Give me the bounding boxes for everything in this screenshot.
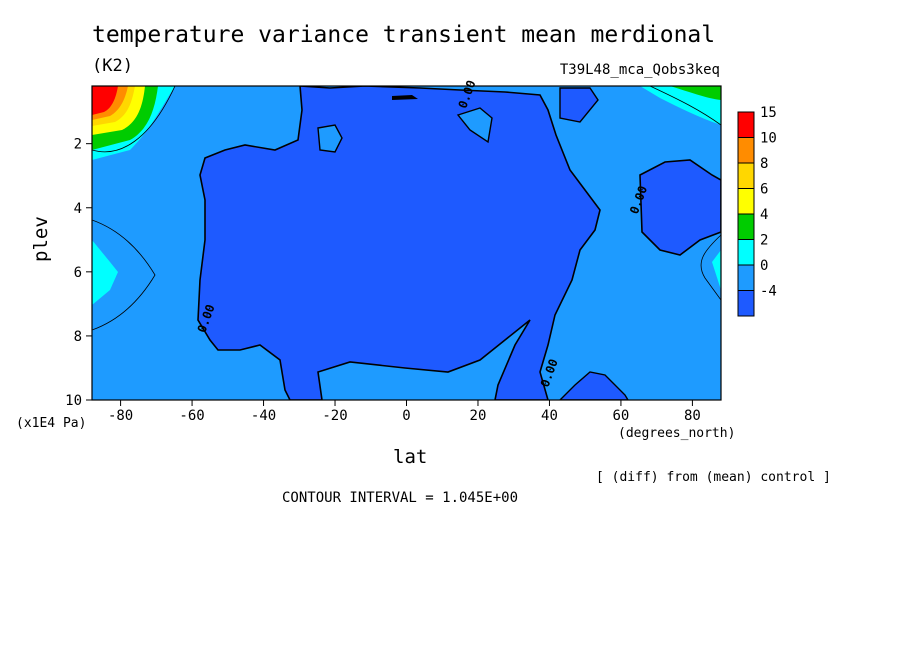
colorbar-swatch (737, 239, 755, 266)
x-axis-label: lat (393, 446, 428, 468)
colorbar-swatch (737, 213, 755, 240)
y-axis-label: plev (30, 216, 52, 262)
colorbar-label: 0 (760, 258, 768, 274)
colorbar-label: 15 (760, 105, 777, 121)
colorbar-swatch (737, 188, 755, 215)
contour-line-a (92, 86, 176, 153)
y-tick-label: 10 (65, 393, 82, 409)
units-label: (K2) (92, 56, 133, 76)
colorbar-swatch (737, 162, 755, 189)
y-tick-label: 4 (74, 201, 82, 217)
colorbar-label: 4 (760, 207, 768, 223)
fill-pocket-a (317, 124, 343, 153)
x-tick-label: -80 (108, 408, 133, 424)
y-tick-label: 8 (74, 329, 82, 345)
dataset-label: T39L48_mca_Qobs3keq (559, 62, 720, 78)
fill-cyan-lower-right (712, 250, 721, 290)
x-tick-label: -20 (322, 408, 347, 424)
colorbar-label: 6 (760, 182, 768, 198)
colorbar-swatch (737, 264, 755, 291)
chart-title: temperature variance transient mean merd… (92, 22, 716, 48)
fill-pocket-c (559, 87, 599, 123)
x-tick-label: 80 (684, 408, 701, 424)
y-tick-label: 6 (74, 265, 82, 281)
contour-blob (392, 95, 418, 100)
contour-line-b (92, 219, 156, 331)
fill-pocket-e (559, 371, 629, 400)
fill-pocket-b (456, 107, 493, 144)
fill-green-upper-right (670, 86, 721, 100)
fill-cyan-lower-left (92, 240, 118, 305)
colorbar-label: 2 (760, 233, 768, 249)
x-tick-label: 40 (541, 408, 558, 424)
difference-note: [ (diff) from (mean) control ] (596, 470, 831, 485)
x-tick-label: -40 (251, 408, 276, 424)
x-tick-label: 20 (470, 408, 487, 424)
colorbar-swatch (737, 111, 755, 138)
contour-interval: CONTOUR INTERVAL = 1.045E+00 (282, 490, 519, 506)
contour-line-c (649, 86, 721, 126)
colorbar-label: -4 (760, 284, 777, 300)
y-tick-label: 2 (74, 137, 82, 153)
colorbar-label: 8 (760, 156, 768, 172)
contour-fill (92, 86, 721, 400)
x-tick-label: 0 (402, 408, 410, 424)
fill-pocket-d (639, 159, 721, 256)
x-tick-label: 60 (613, 408, 630, 424)
x-units-label: (degrees_north) (618, 426, 736, 441)
fill-cyan-upper-right (640, 86, 721, 125)
contour-line-d (700, 234, 721, 301)
colorbar-swatch (737, 290, 755, 317)
fill-negative-center (197, 86, 601, 400)
x-tick-label: -60 (179, 408, 204, 424)
fill-red-max (92, 86, 118, 115)
colorbar-swatch (737, 137, 755, 164)
y-units-label: (x1E4 Pa) (16, 416, 87, 431)
colorbar-label: 10 (760, 131, 777, 147)
